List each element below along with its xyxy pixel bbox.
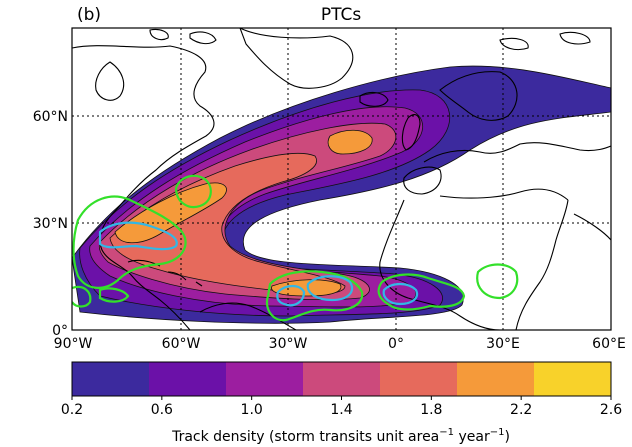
lon-label-90w: 90°W (54, 336, 93, 352)
colorbar-swatch-6 (534, 362, 612, 396)
colorbar-tick-label-5: 2.2 (510, 402, 532, 418)
green-contour-caribbean (72, 285, 130, 308)
colorbar-swatch-1 (149, 362, 227, 396)
south-america-coast (199, 302, 297, 330)
colorbar-label: Track density (storm transits unit area−… (171, 427, 510, 445)
colorbar-label-sup1: −1 (439, 427, 454, 438)
coastlines (72, 28, 611, 330)
greenland-coast (239, 28, 354, 89)
lat-label-30n: 30°N (33, 216, 68, 232)
cyan-contour-west (98, 221, 178, 251)
lon-label-60e: 60°E (592, 336, 626, 352)
cyan-contour-atlantic-b (306, 275, 354, 302)
map-area (72, 28, 611, 330)
hudson-bay-coast (95, 61, 125, 101)
colorbar (71, 361, 612, 397)
green-contour-atlantic (265, 270, 364, 322)
map-title: PTCs (321, 5, 362, 25)
colorbar-label-sup2: −1 (490, 427, 505, 438)
colorbar-swatch-0 (72, 362, 150, 396)
lon-label-30w: 30°W (269, 336, 308, 352)
lon-labels: 90°W 60°W 30°W 0° 30°E 60°E (54, 336, 626, 352)
lon-label-60w: 60°W (162, 336, 201, 352)
uk-coast (401, 114, 421, 151)
lat-label-0: 0° (52, 323, 68, 339)
colorbar-tick-label-3: 1.4 (330, 402, 352, 418)
mediterranean-coast (439, 188, 569, 201)
cyan-contours (98, 221, 419, 307)
iceland-coast (359, 91, 389, 107)
green-contour-north (174, 174, 212, 209)
africa-coast (379, 199, 569, 330)
colorbar-swatch-5 (457, 362, 535, 396)
density-level-2.2-west (114, 182, 227, 244)
cyan-contour-atlantic-a (276, 284, 306, 307)
iberia-coast (403, 166, 442, 195)
colorbar-tick-label-6: 2.6 (600, 402, 622, 418)
arctic-islands (149, 28, 591, 51)
cyan-contour-africa (382, 282, 419, 306)
colorbar-label-mid: year (454, 429, 490, 445)
lon-label-30e: 30°E (486, 336, 520, 352)
europe-coast (423, 142, 611, 163)
arabia-coast (573, 213, 611, 241)
density-level-2.2-central (327, 129, 373, 155)
colorbar-swatch-4 (380, 362, 458, 396)
lon-label-0: 0° (388, 336, 404, 352)
lat-labels: 60°N 30°N 0° (33, 109, 68, 339)
map-frame (71, 27, 612, 331)
colorbar-tick-label-1: 0.6 (151, 402, 173, 418)
colorbar-tick-label-2: 1.0 (241, 402, 263, 418)
colorbar-ticks: 0.2 0.6 1.0 1.4 1.8 2.2 2.6 (61, 396, 622, 418)
green-contour-africa (377, 273, 466, 311)
north-america-coast (72, 45, 215, 330)
density-fill (72, 65, 611, 324)
density-level-2.2-south (271, 279, 342, 297)
colorbar-tick-label-0: 0.2 (61, 402, 83, 418)
panel-label: (b) (77, 5, 101, 25)
density-level-1.8 (109, 153, 346, 295)
lat-label-60n: 60°N (33, 109, 68, 125)
green-contour-east (476, 263, 519, 300)
colorbar-tick-label-4: 1.8 (420, 402, 442, 418)
colorbar-label-end: ) (504, 429, 509, 445)
colorbar-swatch-2 (226, 362, 304, 396)
colorbar-swatch-3 (303, 362, 381, 396)
colorbar-label-main: Track density (storm transits unit area (171, 429, 439, 445)
green-contour-west (72, 195, 187, 289)
green-contours (72, 174, 519, 322)
